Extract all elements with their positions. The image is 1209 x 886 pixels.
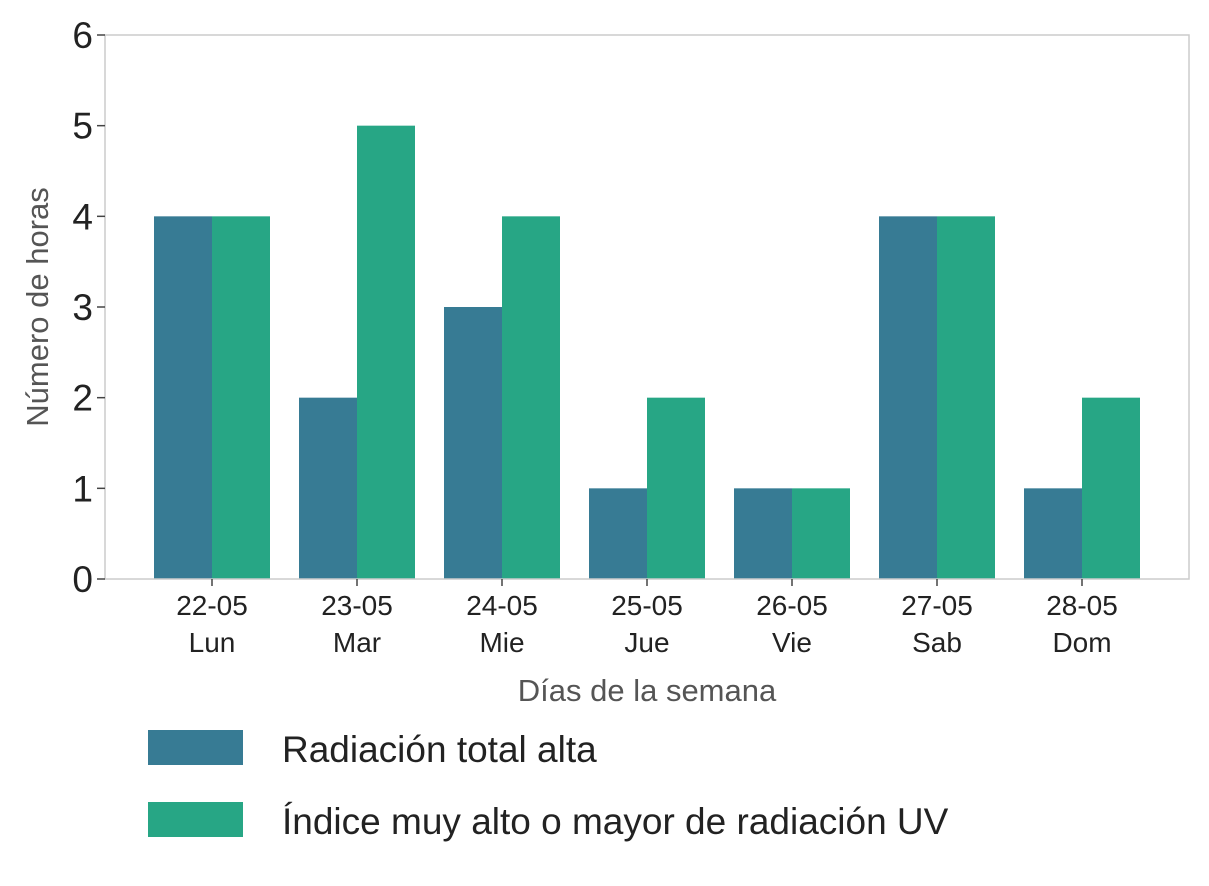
legend-swatch: [148, 730, 243, 765]
bar-radiacion-total-sab: [879, 216, 937, 580]
x-tick-day: Mar: [333, 627, 381, 658]
y-tick-label: 2: [72, 378, 93, 419]
bar-indice-uv-lun: [212, 216, 270, 580]
y-axis-label: Número de horas: [20, 187, 55, 427]
bar-radiacion-total-dom: [1024, 488, 1082, 579]
legend: Radiación total alta Índice muy alto o ma…: [148, 729, 949, 842]
bar-radiacion-total-mar: [299, 397, 357, 579]
bar-radiacion-total-vie: [734, 488, 792, 579]
bar-indice-uv-vie: [792, 488, 850, 579]
y-tick-label: 5: [72, 106, 93, 147]
bar-indice-uv-sab: [937, 216, 995, 580]
x-tick-date: 25-05: [611, 590, 683, 621]
legend-swatch: [148, 802, 243, 837]
x-tick-date: 26-05: [756, 590, 828, 621]
x-axis-label: Días de la semana: [518, 673, 777, 708]
y-tick-label: 3: [72, 287, 93, 328]
bars-group: [154, 125, 1140, 580]
y-tick-label: 0: [72, 559, 93, 600]
x-tick-day: Lun: [189, 627, 236, 658]
y-tick-label: 4: [72, 196, 93, 237]
x-tick-day: Vie: [772, 627, 812, 658]
bar-radiacion-total-lun: [154, 216, 212, 580]
y-axis-ticks: 0 1 2 3 4 5 6: [72, 15, 105, 600]
x-tick-date: 24-05: [466, 590, 538, 621]
x-tick-day: Jue: [624, 627, 669, 658]
bar-indice-uv-mie: [502, 216, 560, 580]
x-tick-date: 22-05: [176, 590, 248, 621]
y-tick-label: 6: [72, 15, 93, 56]
bar-indice-uv-jue: [647, 397, 705, 579]
bar-radiacion-total-mie: [444, 307, 502, 579]
bar-radiacion-total-jue: [589, 488, 647, 579]
legend-label: Índice muy alto o mayor de radiación UV: [282, 801, 949, 842]
x-tick-date: 28-05: [1046, 590, 1118, 621]
x-tick-date: 27-05: [901, 590, 973, 621]
x-tick-date: 23-05: [321, 590, 393, 621]
legend-label: Radiación total alta: [282, 729, 597, 770]
x-axis-ticks: 22-05 Lun 23-05 Mar 24-05 Mie 25-05 Jue 26-05 Vie…: [176, 579, 1118, 658]
y-tick-label: 1: [72, 468, 93, 509]
bar-indice-uv-mar: [357, 125, 415, 580]
x-tick-day: Sab: [912, 627, 962, 658]
bar-indice-uv-dom: [1082, 397, 1140, 579]
x-tick-day: Dom: [1052, 627, 1111, 658]
x-tick-day: Mie: [479, 627, 524, 658]
